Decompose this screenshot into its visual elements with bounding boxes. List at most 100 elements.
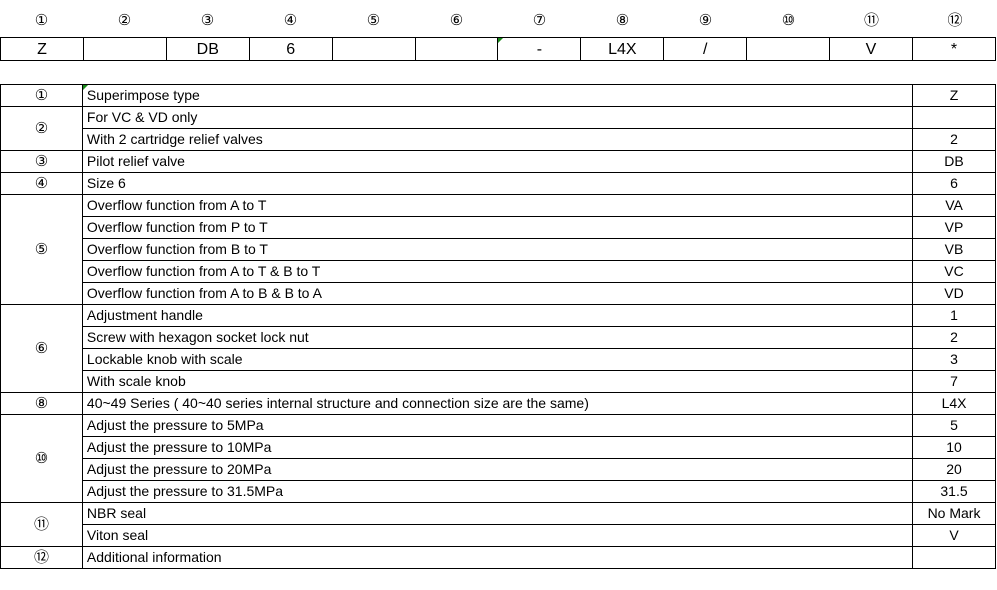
position-number: ⑧ xyxy=(0,392,83,415)
position-number: ② xyxy=(0,106,83,151)
spec-row: Screw with hexagon socket lock nut 2 xyxy=(1,326,996,349)
code-cell[interactable]: Z xyxy=(0,37,84,61)
model-code-table: Z DB 6 - L4X / V * xyxy=(0,37,997,61)
position-number: ② xyxy=(117,11,132,29)
option-description[interactable]: With 2 cartridge relief valves xyxy=(81,128,914,151)
position-number: ⑥ xyxy=(449,11,464,29)
option-code[interactable]: VA xyxy=(912,194,996,217)
position-number: ⑪ xyxy=(0,502,83,547)
position-number: ④ xyxy=(0,172,83,195)
option-description[interactable]: Lockable knob with scale xyxy=(81,348,914,371)
option-code[interactable]: 1 xyxy=(912,304,996,327)
code-cell[interactable]: L4X xyxy=(580,37,665,61)
code-cell[interactable] xyxy=(414,37,499,61)
position-number-row: ① ② ③ ④ ⑤ ⑥ ⑦ ⑧ ⑨ ⑩ ⑪ ⑫ xyxy=(0,8,997,32)
option-description[interactable]: With scale knob xyxy=(81,370,914,393)
option-code[interactable]: No Mark xyxy=(912,502,996,525)
option-code[interactable]: VB xyxy=(912,238,996,261)
option-code[interactable]: 6 xyxy=(912,172,996,195)
option-code[interactable]: VP xyxy=(912,216,996,239)
option-code[interactable]: VD xyxy=(912,282,996,305)
option-code[interactable]: 31.5 xyxy=(912,480,996,503)
option-description[interactable]: Overflow function from A to T & B to T xyxy=(81,260,914,283)
option-code[interactable]: 10 xyxy=(912,436,996,459)
spec-row: ① Superimpose type Z xyxy=(0,84,996,107)
option-description[interactable]: Screw with hexagon socket lock nut xyxy=(81,326,914,349)
option-description[interactable]: Adjust the pressure to 31.5MPa xyxy=(81,480,914,503)
option-description[interactable]: For VC & VD only xyxy=(81,106,914,129)
spec-row: Adjust the pressure to 10MPa 10 xyxy=(1,436,996,459)
option-code[interactable]: 20 xyxy=(912,458,996,481)
option-description[interactable]: Additional information xyxy=(81,546,914,569)
option-code[interactable]: 5 xyxy=(912,414,996,437)
option-code[interactable]: Z xyxy=(912,84,996,107)
specification-table: ① Superimpose type Z ② For VC & VD only With … xyxy=(0,84,996,569)
position-number: ⑫ xyxy=(0,546,83,569)
code-cell[interactable]: DB xyxy=(165,37,250,61)
code-cell[interactable] xyxy=(746,37,831,61)
position-number: ⑫ xyxy=(947,11,963,29)
option-description[interactable]: Adjust the pressure to 5MPa xyxy=(81,414,914,437)
spec-row: ⑫ Additional information xyxy=(0,546,996,569)
spec-row: Overflow function from A to B & B to A VD xyxy=(1,282,996,305)
option-code[interactable] xyxy=(912,106,996,129)
model-code-row: Z DB 6 - L4X / V * xyxy=(0,37,997,61)
spec-row: ⑩ Adjust the pressure to 5MPa 5 xyxy=(0,414,996,503)
position-number: ⑩ xyxy=(0,414,83,503)
option-code[interactable]: V xyxy=(912,524,996,547)
spec-row: Lockable knob with scale 3 xyxy=(1,348,996,371)
code-cell[interactable]: V xyxy=(829,37,913,61)
option-description[interactable]: Size 6 xyxy=(81,172,914,195)
code-cell[interactable]: * xyxy=(911,37,997,61)
position-number: ⑧ xyxy=(615,11,630,29)
option-code[interactable]: 2 xyxy=(912,128,996,151)
spec-row: Overflow function from P to T VP xyxy=(1,216,996,239)
option-description[interactable]: Overflow function from B to T xyxy=(81,238,914,261)
option-description[interactable]: Pilot relief valve xyxy=(81,150,914,173)
position-number: ⑦ xyxy=(532,11,547,29)
option-code[interactable] xyxy=(912,546,996,569)
option-description[interactable]: Adjust the pressure to 20MPa xyxy=(81,458,914,481)
spec-row: ② For VC & VD only xyxy=(0,106,996,151)
position-number: ① xyxy=(0,84,83,107)
option-description[interactable]: Adjustment handle xyxy=(81,304,914,327)
option-description[interactable]: Viton seal xyxy=(81,524,914,547)
position-number: ⑨ xyxy=(698,11,713,29)
code-cell[interactable]: 6 xyxy=(248,37,333,61)
option-description[interactable]: Adjust the pressure to 10MPa xyxy=(81,436,914,459)
option-description[interactable]: Overflow function from A to B & B to A xyxy=(81,282,914,305)
position-number: ⑪ xyxy=(863,11,879,29)
code-cell[interactable] xyxy=(331,37,416,61)
option-code[interactable]: 7 xyxy=(912,370,996,393)
option-code[interactable]: L4X xyxy=(912,392,996,415)
position-number: ⑩ xyxy=(781,11,796,29)
option-code[interactable]: DB xyxy=(912,150,996,173)
option-description[interactable]: Overflow function from P to T xyxy=(81,216,914,239)
option-description[interactable]: Superimpose type xyxy=(81,84,914,107)
position-number: ⑤ xyxy=(0,194,83,305)
code-cell[interactable]: / xyxy=(663,37,748,61)
spec-row: Overflow function from B to T VB xyxy=(1,238,996,261)
option-description[interactable]: Overflow function from A to T xyxy=(81,194,914,217)
code-cell[interactable] xyxy=(82,37,167,61)
spec-row: Overflow function from A to T & B to T VC xyxy=(1,260,996,283)
position-number: ⑤ xyxy=(366,11,381,29)
option-code[interactable]: VC xyxy=(912,260,996,283)
code-cell[interactable]: - xyxy=(497,37,582,61)
position-number: ③ xyxy=(200,11,215,29)
option-code[interactable]: 3 xyxy=(912,348,996,371)
spec-row: ⑥ Adjustment handle 1 xyxy=(0,304,996,393)
option-code[interactable]: 2 xyxy=(912,326,996,349)
spec-row: ③ Pilot relief valve DB xyxy=(0,150,996,173)
position-number: ① xyxy=(34,11,49,29)
position-number: ④ xyxy=(283,11,298,29)
spec-row: With scale knob 7 xyxy=(1,370,996,393)
option-description[interactable]: NBR seal xyxy=(81,502,914,525)
spec-row: ⑪ NBR seal No Mark xyxy=(0,502,996,547)
option-description[interactable]: 40~49 Series ( 40~40 series internal str… xyxy=(81,392,914,415)
spec-row: Adjust the pressure to 31.5MPa 31.5 xyxy=(1,480,996,503)
spec-row: With 2 cartridge relief valves 2 xyxy=(1,128,996,151)
spec-row: ⑧ 40~49 Series ( 40~40 series internal st… xyxy=(0,392,996,415)
spec-row: Adjust the pressure to 20MPa 20 xyxy=(1,458,996,481)
